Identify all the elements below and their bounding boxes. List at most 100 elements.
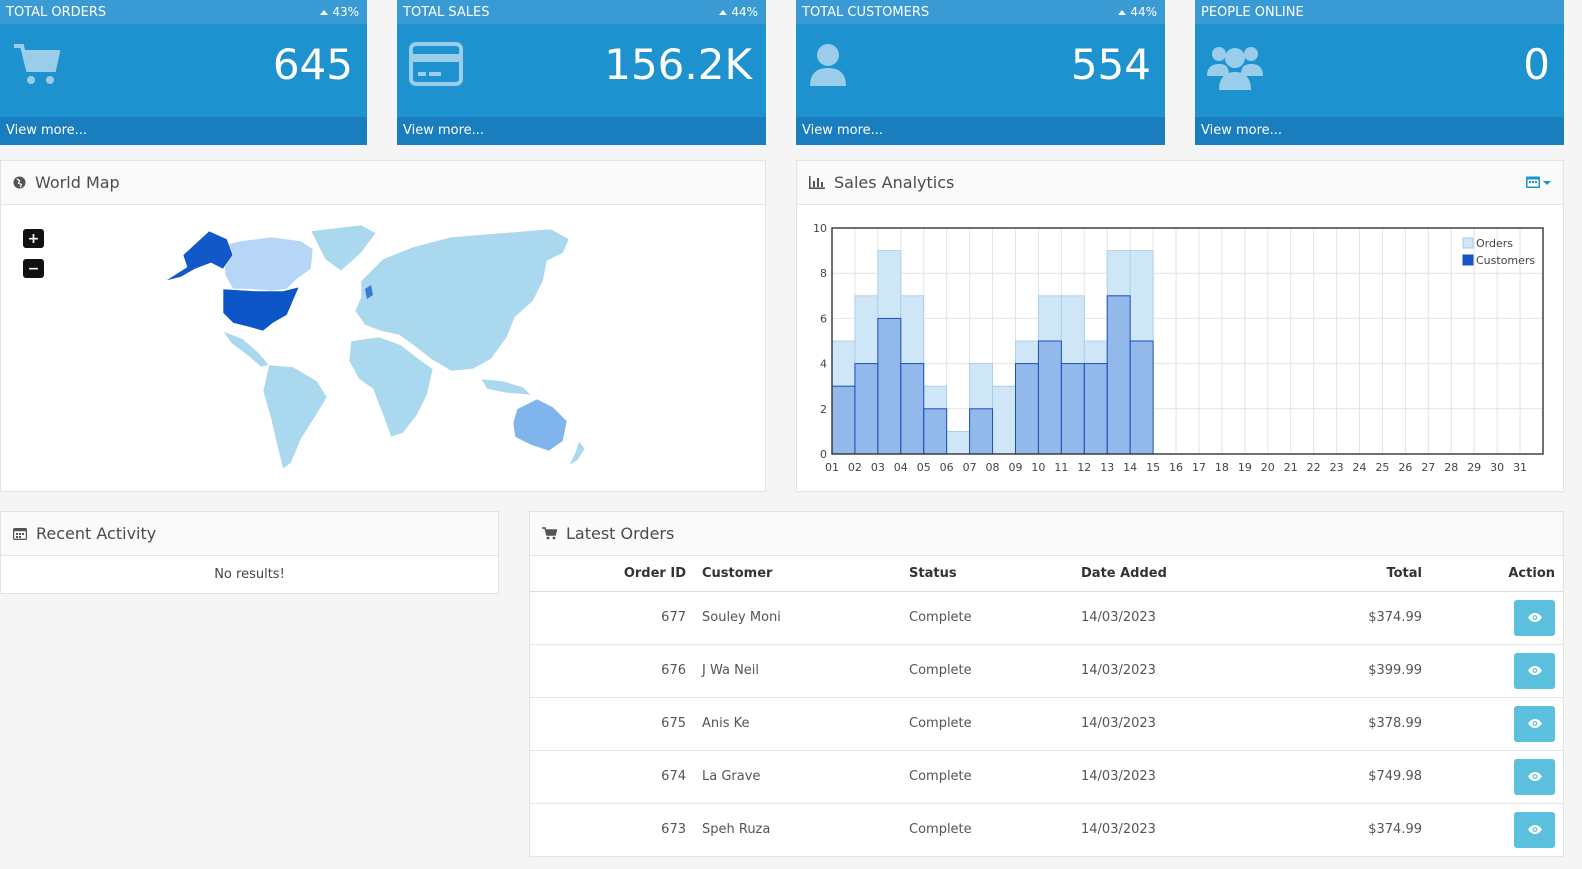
world-map[interactable] (151, 219, 611, 475)
bar-customers (923, 408, 948, 455)
view-order-button[interactable] (1514, 758, 1555, 795)
bar-customers (969, 408, 994, 455)
bar-orders (946, 430, 971, 455)
x-tick-label: 25 (1375, 461, 1389, 474)
x-tick-label: 13 (1100, 461, 1114, 474)
tile-title: PEOPLE ONLINE (1201, 4, 1304, 20)
bar-customers (1037, 340, 1062, 455)
tile-header: TOTAL CUSTOMERS 44% (796, 0, 1165, 24)
order-action-cell (1422, 644, 1563, 698)
tile-header: TOTAL SALES 44% (397, 0, 766, 24)
view-order-button[interactable] (1514, 652, 1555, 689)
view-more-link[interactable]: View more... (397, 117, 766, 145)
caret-up-icon (1118, 9, 1127, 15)
tile-header: TOTAL ORDERS 43% (0, 0, 367, 24)
x-tick-label: 27 (1421, 461, 1435, 474)
order-total: $374.99 (1239, 591, 1422, 645)
order-id: 674 (530, 750, 688, 804)
x-tick-label: 12 (1077, 461, 1091, 474)
panel-heading: Latest Orders (530, 512, 1563, 556)
tile-title: TOTAL ORDERS (6, 4, 107, 20)
column-header-action: Action (1422, 556, 1563, 592)
view-more-link[interactable]: View more... (0, 117, 367, 145)
caret-up-icon (719, 9, 728, 15)
tile-value: 645 (272, 40, 353, 89)
view-order-button[interactable] (1514, 599, 1555, 636)
shopping-cart-icon (542, 527, 557, 540)
order-action-cell (1422, 750, 1563, 804)
tile-body: 554 (796, 24, 1165, 117)
order-customer: Speh Ruza (688, 803, 895, 857)
x-tick-label: 17 (1192, 461, 1206, 474)
x-tick-label: 10 (1031, 461, 1045, 474)
order-status: Complete (895, 644, 1067, 698)
orders-table: Order ID Customer Status Date Added Tota… (530, 556, 1563, 857)
view-more-link[interactable]: View more... (796, 117, 1165, 145)
order-date: 14/03/2023 (1067, 750, 1239, 804)
y-tick-label: 0 (820, 448, 827, 461)
map-uk (365, 285, 373, 299)
bar-customers (831, 385, 856, 455)
table-row: 673 Speh Ruza Complete 14/03/2023 $374.99 (530, 803, 1563, 857)
legend-label: Customers (1476, 254, 1535, 267)
bar-orders (992, 385, 1016, 455)
calendar-dropdown-button[interactable] (1526, 173, 1551, 192)
eye-icon (1527, 613, 1542, 622)
eye-icon (1527, 719, 1542, 728)
column-header-total[interactable]: Total (1239, 556, 1422, 592)
map-eurasia (354, 228, 570, 372)
user-icon (808, 42, 848, 92)
panel-title: Sales Analytics (834, 173, 955, 192)
bar-customers (1060, 363, 1085, 455)
view-more-link[interactable]: View more... (1195, 117, 1564, 145)
zoom-in-button[interactable]: + (23, 229, 44, 248)
tile-percent: 44% (1118, 5, 1157, 19)
map-canada (222, 236, 314, 292)
latest-orders-panel: Latest Orders Order ID Customer Status D… (529, 511, 1564, 857)
table-row: 674 La Grave Complete 14/03/2023 $749.98 (530, 750, 1563, 804)
tile-body: 156.2K (397, 24, 766, 117)
plot-border (831, 227, 1544, 455)
view-order-button[interactable] (1514, 705, 1555, 742)
column-header-date-added[interactable]: Date Added (1067, 556, 1239, 592)
x-tick-label: 04 (894, 461, 908, 474)
tile-value: 156.2K (604, 40, 752, 89)
x-tick-label: 28 (1444, 461, 1458, 474)
panel-title: World Map (35, 173, 120, 192)
order-customer: J Wa Neil (688, 644, 895, 698)
bar-customers (900, 363, 925, 455)
table-row: 677 Souley Moni Complete 14/03/2023 $374.99 (530, 591, 1563, 645)
view-order-button[interactable] (1514, 811, 1555, 848)
panel-title: Latest Orders (566, 524, 675, 543)
users-icon (1207, 42, 1263, 94)
x-tick-label: 24 (1353, 461, 1367, 474)
map-usa (222, 286, 300, 332)
eye-icon (1527, 825, 1542, 834)
panel-heading: World Map (1, 161, 765, 205)
map-central-america (222, 330, 270, 368)
sales-analytics-panel: Sales Analytics 0 2 4 6 8 10 01 02 03 04 05 06 07 08 0… (796, 160, 1564, 492)
table-header-row: Order ID Customer Status Date Added Tota… (530, 556, 1563, 592)
zoom-out-button[interactable]: − (23, 259, 44, 278)
x-tick-label: 08 (986, 461, 1000, 474)
x-tick-label: 07 (963, 461, 977, 474)
y-tick-label: 6 (820, 312, 827, 325)
panel-heading: Sales Analytics (797, 161, 1563, 205)
column-header-customer[interactable]: Customer (688, 556, 895, 592)
y-tick-label: 10 (813, 222, 827, 235)
x-tick-label: 29 (1467, 461, 1481, 474)
order-total: $399.99 (1239, 644, 1422, 698)
order-date: 14/03/2023 (1067, 803, 1239, 857)
bar-customers (1014, 363, 1039, 455)
x-tick-label: 16 (1169, 461, 1183, 474)
tile-total-orders: TOTAL ORDERS 43% 645 View more... (0, 0, 367, 145)
tile-total-customers: TOTAL CUSTOMERS 44% 554 View more... (796, 0, 1165, 145)
x-tick-label: 20 (1261, 461, 1275, 474)
shopping-cart-icon (12, 42, 61, 92)
tile-body: 645 (0, 24, 367, 117)
bar-customers (1106, 295, 1131, 455)
column-header-order-id[interactable]: Order ID (530, 556, 688, 592)
order-total: $374.99 (1239, 803, 1422, 857)
column-header-status[interactable]: Status (895, 556, 1067, 592)
